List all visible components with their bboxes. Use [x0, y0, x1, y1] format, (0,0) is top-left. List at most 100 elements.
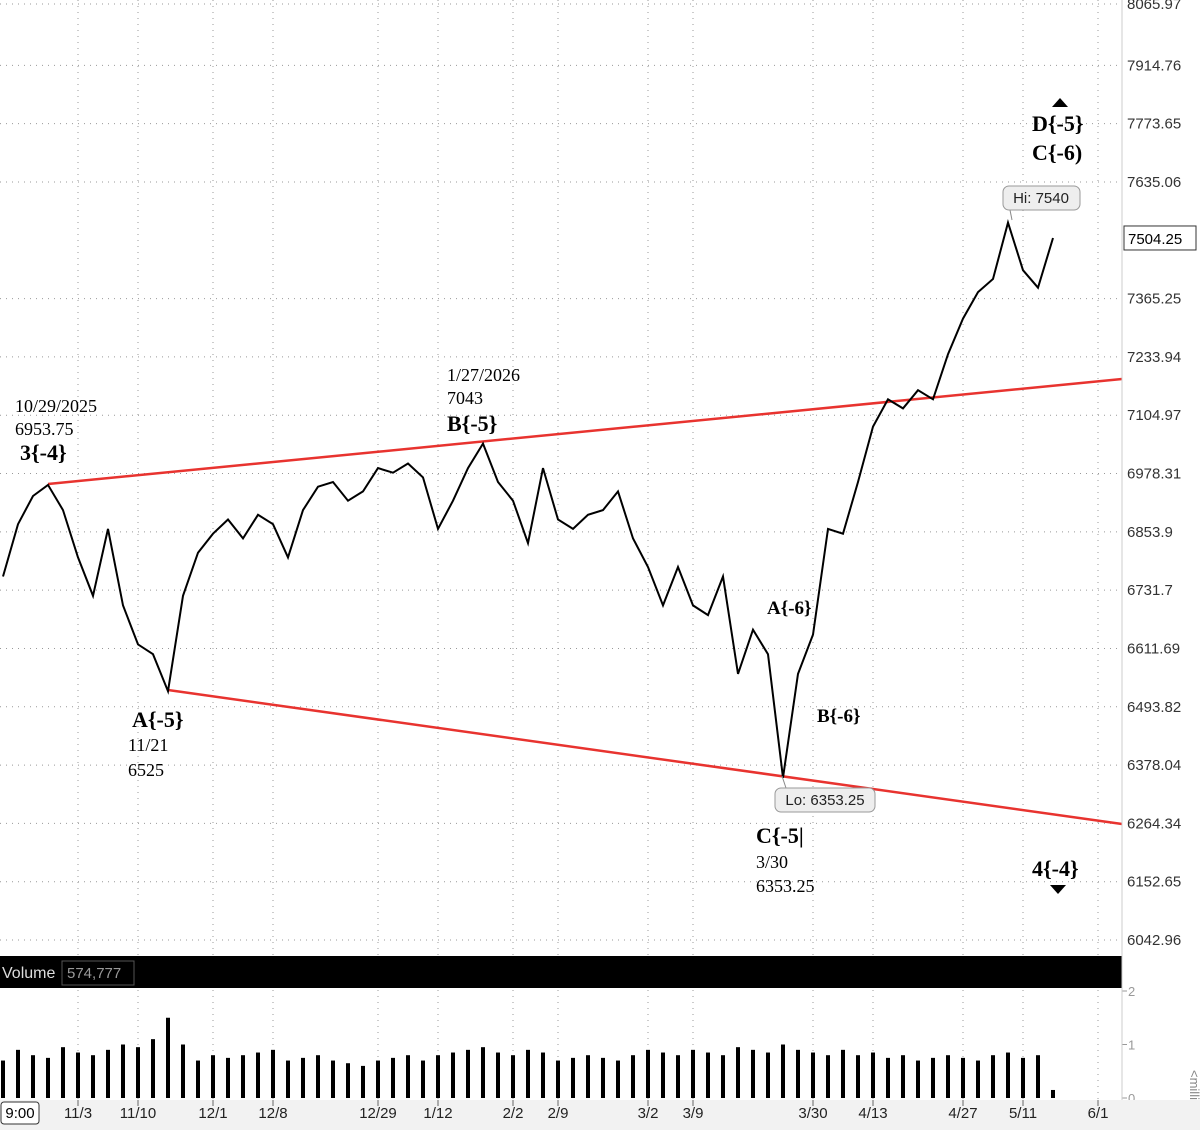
lo-box — [774, 787, 876, 813]
hi-box — [1002, 185, 1081, 211]
volume-bar — [1006, 1052, 1010, 1098]
volume-bar — [571, 1057, 575, 1098]
volume-bar — [841, 1049, 845, 1098]
x-tick-label: 12/8 — [258, 1105, 287, 1122]
volume-bar — [391, 1057, 395, 1098]
volume-bar — [601, 1057, 605, 1098]
volume-bar — [256, 1052, 260, 1098]
volume-tick-label: 2 — [1128, 984, 1135, 999]
volume-title: Volume — [2, 965, 55, 982]
pointer — [1009, 209, 1013, 221]
x-tick-label: 1/12 — [423, 1105, 452, 1122]
volume-bar — [1, 1060, 5, 1098]
upper-trendline — [47, 377, 1123, 486]
y-tick-label: 7365.25 — [1127, 291, 1181, 308]
volume-bar — [76, 1052, 80, 1098]
x-tick-label: 5/11 — [1009, 1105, 1037, 1122]
annotation: C{-6) — [1032, 140, 1082, 165]
x-tick-label: 2/2 — [503, 1105, 524, 1122]
volume-bar — [421, 1060, 425, 1098]
volume-bar — [211, 1055, 215, 1098]
x-tick-label: 6/1 — [1088, 1105, 1109, 1122]
annotation: 3{-4} — [20, 440, 67, 465]
volume-bar — [286, 1060, 290, 1098]
volume-bar — [331, 1060, 335, 1098]
annotation: B{-6} — [817, 706, 860, 727]
grid — [0, 0, 1122, 1100]
volume-bar — [436, 1055, 440, 1098]
y-tick-label: 7104.97 — [1127, 407, 1181, 424]
price-line — [2, 219, 1054, 778]
volume-bar — [226, 1057, 230, 1098]
volume-header — [0, 956, 1122, 988]
annotation: 6953.75 — [15, 419, 74, 439]
volume-bar — [451, 1052, 455, 1098]
volume-bar — [661, 1052, 665, 1098]
annotation: 10/29/2025 — [15, 396, 97, 416]
volume-bar — [706, 1052, 710, 1098]
annotation: 11/21 — [128, 735, 168, 755]
volume-bar — [991, 1055, 995, 1098]
volume-bar — [361, 1065, 365, 1098]
volume-bar — [406, 1055, 410, 1098]
annotation: A{-5} — [132, 707, 184, 732]
volume-value: 574,777 — [67, 965, 121, 982]
cursor-label: 9:00 — [5, 1105, 34, 1122]
volume-tick-label: 1 — [1128, 1038, 1135, 1053]
x-tick-label: 3/30 — [798, 1105, 827, 1122]
x-tick-label: 12/1 — [198, 1105, 227, 1122]
last-price-box — [1123, 225, 1197, 251]
y-tick-label: 7233.94 — [1127, 349, 1181, 366]
volume-bar — [961, 1057, 965, 1098]
volume-bar — [766, 1052, 770, 1098]
volume-bar — [511, 1055, 515, 1098]
x-tick-label: 12/29 — [359, 1105, 397, 1122]
y-tick-label: 6978.31 — [1127, 466, 1181, 483]
volume-bar — [151, 1039, 155, 1098]
volume-bar — [586, 1055, 590, 1098]
annotation: 7043 — [447, 388, 483, 408]
volume-bar — [61, 1047, 65, 1098]
volume-bar — [526, 1049, 530, 1098]
volume-bar — [196, 1060, 200, 1098]
up-arrow — [1052, 98, 1068, 107]
annotation: 4{-4} — [1032, 856, 1079, 881]
volume-bar — [46, 1057, 50, 1098]
volume-bar — [736, 1047, 740, 1098]
y-tick-label: 8065.97 — [1127, 0, 1181, 13]
last-price: 7504.25 — [1128, 231, 1182, 248]
volume-bar — [346, 1063, 350, 1098]
volume-bar — [301, 1057, 305, 1098]
volume-bar — [271, 1049, 275, 1098]
volume-bar — [16, 1049, 20, 1098]
y-tick-label: 6378.04 — [1127, 757, 1181, 774]
lo-label: Lo: 6353.25 — [785, 792, 864, 809]
y-tick-label: 6611.69 — [1127, 640, 1180, 657]
cursor-box — [0, 1101, 40, 1125]
annotation: B{-5} — [447, 411, 497, 436]
pointer — [781, 775, 787, 789]
y-tick-label: 6493.82 — [1127, 699, 1181, 716]
volume-bar — [166, 1017, 170, 1098]
volume-bar — [1036, 1055, 1040, 1098]
x-tick-label: 4/27 — [948, 1105, 977, 1122]
y-tick-label: 6731.7 — [1127, 582, 1173, 599]
annotation: 1/27/2026 — [447, 365, 520, 385]
volume-bar — [631, 1055, 635, 1098]
date-axis — [0, 1100, 1200, 1130]
volume-bar — [811, 1052, 815, 1098]
hi-label: Hi: 7540 — [1013, 190, 1069, 207]
volume-bar — [316, 1055, 320, 1098]
x-tick-label: 2/9 — [548, 1105, 569, 1122]
volume-bar — [31, 1055, 35, 1098]
volume-bar — [121, 1044, 125, 1098]
volume-bar — [376, 1060, 380, 1098]
volume-bar — [676, 1055, 680, 1098]
y-tick-label: 6152.65 — [1127, 874, 1181, 891]
volume-bar — [916, 1060, 920, 1098]
volume-bar — [976, 1060, 980, 1098]
volume-bar — [796, 1049, 800, 1098]
volume-bar — [781, 1044, 785, 1098]
volume-bar — [181, 1044, 185, 1098]
